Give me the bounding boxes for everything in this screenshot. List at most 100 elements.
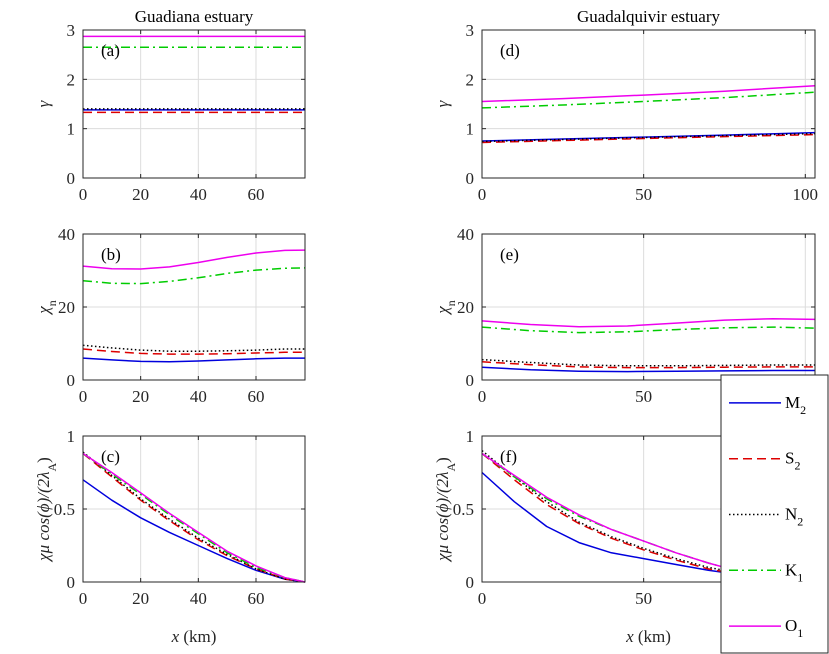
- x-tick-label: 40: [190, 185, 207, 204]
- y-tick-label: 0.5: [453, 500, 474, 519]
- x-tick-label: 50: [635, 185, 652, 204]
- panel-b: 0 20 40 60 0 20 40 (b) χn: [34, 225, 306, 406]
- y-tick-label: 1: [67, 120, 76, 139]
- y-axis-label-main: χ: [34, 306, 53, 316]
- legend-label-name: K: [785, 560, 798, 579]
- panel-label: (c): [101, 447, 120, 466]
- y-tick-label: 20: [457, 298, 474, 317]
- panel-label: (f): [500, 447, 517, 466]
- x-tick-label: 20: [132, 387, 149, 406]
- legend-label: M2: [785, 393, 806, 417]
- y-tick-label: 1: [466, 120, 475, 139]
- series-line-K1: [82, 267, 306, 285]
- y-tick-label: 20: [58, 298, 75, 317]
- legend-item: M2: [729, 393, 806, 417]
- legend-label: O1: [785, 616, 803, 640]
- series-line-S2: [481, 361, 815, 369]
- y-tick-label: 0: [67, 371, 76, 390]
- series-line-N2: [82, 451, 306, 583]
- x-tick-label: 0: [478, 589, 487, 608]
- y-tick-label: 0: [466, 573, 475, 592]
- legend-label-name: S: [785, 449, 794, 468]
- y-tick-label: 0: [67, 169, 76, 188]
- x-tick-label: 20: [132, 185, 149, 204]
- x-tick-label: 100: [793, 185, 819, 204]
- panel-d: 0 50 100 0 1 2 3 (d) γ: [433, 21, 818, 204]
- panel-label: (d): [500, 41, 520, 60]
- x-axis-label: x (km): [171, 627, 217, 646]
- legend-label-sub: 1: [797, 570, 803, 584]
- x-tick-label: 40: [190, 589, 207, 608]
- y-axis-label-sub: n: [444, 300, 458, 306]
- y-tick-label: 1: [466, 427, 475, 446]
- y-axis-label: χn: [433, 300, 458, 315]
- x-tick-label: 60: [247, 589, 264, 608]
- axes-frame: [82, 29, 306, 179]
- series-line-O1: [82, 249, 306, 270]
- legend-label-name: M: [785, 393, 800, 412]
- y-axis-label-sub: n: [45, 300, 59, 306]
- legend-item: N2: [729, 505, 803, 529]
- x-axis-label-var: x: [625, 627, 634, 646]
- series-line-S2: [481, 133, 816, 144]
- y-axis-label-rest: ): [34, 457, 53, 463]
- x-axis-label-var: x: [171, 627, 180, 646]
- y-tick-label: 2: [466, 70, 475, 89]
- plot-area: [482, 30, 815, 178]
- x-axis-label-unit: (km): [179, 627, 216, 646]
- y-axis-label-sub: A: [444, 463, 458, 472]
- x-tick-label: 60: [247, 387, 264, 406]
- series-line-K1: [82, 452, 306, 583]
- legend-item: S2: [729, 449, 800, 473]
- legend-item: K1: [729, 560, 803, 584]
- x-tick-label: 50: [635, 589, 652, 608]
- x-tick-label: 0: [79, 185, 88, 204]
- x-tick-label: 0: [79, 387, 88, 406]
- x-tick-label: 50: [635, 387, 652, 406]
- y-axis-label: χn: [34, 300, 59, 315]
- legend-label: K1: [785, 560, 803, 584]
- y-axis-label-sub: A: [45, 463, 59, 472]
- y-tick-label: 40: [457, 225, 474, 244]
- y-axis-label: γ: [34, 99, 53, 107]
- y-axis-label-main: γ: [34, 99, 53, 107]
- series-line-N2: [481, 132, 816, 143]
- legend-label-sub: 1: [797, 626, 803, 640]
- y-tick-label: 3: [466, 21, 475, 40]
- panel-a: 0 20 40 60 0 1 2 3 (a) γ: [34, 21, 306, 204]
- y-tick-label: 3: [67, 21, 76, 40]
- y-tick-label: 0: [466, 169, 475, 188]
- series-line-O1: [481, 317, 816, 328]
- y-axis-label-rest: ): [433, 457, 452, 463]
- legend-item: O1: [729, 616, 803, 640]
- y-tick-label: 0: [67, 573, 76, 592]
- panel-label: (e): [500, 245, 519, 264]
- x-axis-label-unit: (km): [634, 627, 671, 646]
- series-line-S2: [82, 452, 306, 583]
- legend-label-sub: 2: [797, 515, 803, 529]
- y-axis-label-main: γ: [433, 99, 452, 107]
- axes-frame: [481, 29, 816, 179]
- series-line-M2: [481, 366, 815, 373]
- y-tick-label: 0: [466, 371, 475, 390]
- x-tick-label: 20: [132, 589, 149, 608]
- series-line-N2: [82, 344, 305, 352]
- legend-label: N2: [785, 505, 803, 529]
- panel-label: (a): [101, 41, 120, 60]
- column-title: Guadalquivir estuary: [577, 7, 721, 26]
- series-line-K1: [481, 91, 816, 109]
- legend-label: S2: [785, 449, 800, 473]
- panel-label: (b): [101, 245, 121, 264]
- y-tick-label: 1: [67, 427, 76, 446]
- legend-label-sub: 2: [800, 403, 806, 417]
- legend-label-name: N: [785, 505, 797, 524]
- x-tick-label: 60: [247, 185, 264, 204]
- y-tick-label: 2: [67, 70, 76, 89]
- series-line-S2: [82, 348, 305, 355]
- y-axis-label-main: χ: [433, 306, 452, 316]
- x-tick-label: 0: [478, 185, 487, 204]
- series-line-O1: [481, 84, 816, 103]
- y-axis-label: χμ cos(ϕ)/(2λA): [34, 457, 59, 563]
